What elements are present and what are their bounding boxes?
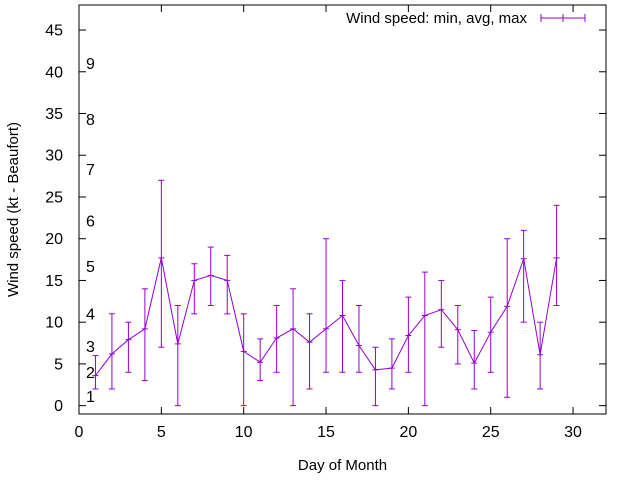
legend: Wind speed: min, avg, max xyxy=(346,10,586,27)
x-tick-label: 10 xyxy=(235,424,253,441)
error-bar xyxy=(388,338,395,390)
error-bar xyxy=(421,271,428,407)
error-bar xyxy=(355,304,362,373)
y-tick-label: 30 xyxy=(45,148,63,165)
y-tick-label: 20 xyxy=(45,231,63,248)
x-tick-label: 20 xyxy=(399,424,417,441)
error-bar xyxy=(290,288,297,407)
error-bar xyxy=(520,229,527,323)
x-tick-label: 30 xyxy=(564,424,582,441)
beaufort-scale-labels: 1 2 3 4 5 6 7 8 9 xyxy=(86,56,95,406)
beaufort-label: 8 xyxy=(86,112,95,129)
y-tick-label: 45 xyxy=(45,23,63,40)
beaufort-label: 2 xyxy=(86,365,95,382)
beaufort-label: 7 xyxy=(86,162,95,179)
error-bar xyxy=(372,346,379,407)
y-tick-label: 10 xyxy=(45,315,63,332)
error-bar xyxy=(191,263,198,315)
error-bar xyxy=(257,338,264,382)
x-axis: 0 5 10 15 20 25 30 xyxy=(75,5,582,441)
error-bar xyxy=(273,304,280,373)
error-bar xyxy=(108,313,115,390)
legend-label: Wind speed: min, avg, max xyxy=(346,10,527,27)
error-bar xyxy=(454,304,461,365)
x-tick-label: 0 xyxy=(75,424,84,441)
error-bar xyxy=(339,279,346,373)
error-bar xyxy=(438,279,445,348)
error-bar xyxy=(92,355,99,390)
beaufort-label: 3 xyxy=(86,339,95,356)
error-bar xyxy=(487,296,494,373)
error-bar xyxy=(224,254,231,315)
error-bar xyxy=(323,238,330,373)
x-tick-label: 25 xyxy=(482,424,500,441)
error-bar xyxy=(504,238,511,398)
y-tick-label: 35 xyxy=(45,106,63,123)
error-bar xyxy=(537,321,544,390)
y-tick-label: 0 xyxy=(54,398,63,415)
error-bar xyxy=(125,321,132,373)
error-bar xyxy=(240,313,247,407)
y-tick-label: 25 xyxy=(45,189,63,206)
error-bar xyxy=(553,204,560,306)
error-bar xyxy=(405,296,412,373)
plot-frame xyxy=(78,4,607,415)
error-bar xyxy=(306,313,313,390)
beaufort-label: 9 xyxy=(86,56,95,73)
y-axis-title: Wind speed (kt - Beaufort) xyxy=(5,122,22,297)
error-bar xyxy=(471,330,478,390)
y-tick-label: 40 xyxy=(45,64,63,81)
beaufort-label: 4 xyxy=(86,306,95,323)
x-tick-label: 5 xyxy=(157,424,166,441)
beaufort-label: 5 xyxy=(86,259,95,276)
error-bar xyxy=(141,288,148,382)
y-tick-label: 5 xyxy=(54,356,63,373)
x-tick-label: 15 xyxy=(317,424,335,441)
beaufort-label: 1 xyxy=(86,389,95,406)
error-bar xyxy=(158,179,165,348)
beaufort-label: 6 xyxy=(86,214,95,231)
y-tick-label: 15 xyxy=(45,273,63,290)
error-bar xyxy=(207,246,214,306)
x-axis-title: Day of Month xyxy=(298,457,387,474)
error-bar xyxy=(174,304,181,407)
chart-marks xyxy=(92,179,560,407)
